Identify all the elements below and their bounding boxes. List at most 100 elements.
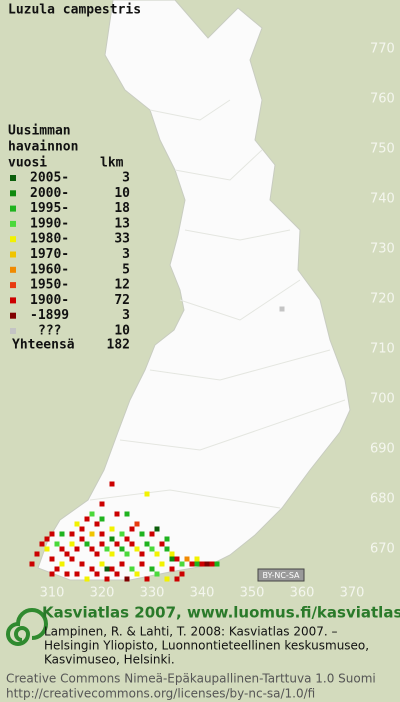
legend-label: -1899 [30,308,69,323]
record-square [134,521,140,527]
record-square [154,526,160,532]
legend-label: 1950- [30,278,69,293]
record-square [119,531,125,537]
north-tick-label: 700 [370,392,395,407]
record-square [59,531,65,537]
legend-count: 3 [122,171,130,186]
record-square [114,541,120,547]
record-square [194,561,200,567]
legend-swatch [10,312,16,319]
record-square [84,516,90,522]
record-square [179,571,185,577]
record-square [214,561,220,567]
record-square [109,526,115,532]
record-square [94,571,100,577]
footer-heading: Kasviatlas 2007, www.luomus.fi/kasviatla… [42,604,400,622]
record-square [144,541,150,547]
legend-label: ??? [38,324,61,339]
north-tick-label: 760 [370,92,395,107]
map-title: Luzula campestris [8,3,141,18]
record-square [39,541,45,547]
east-tick-label: 310 [40,586,65,601]
record-square [84,541,90,547]
record-square [99,501,105,507]
legend-count: 10 [114,324,130,339]
legend-swatch [10,236,16,243]
legend-swatch [10,297,16,304]
record-square [164,576,170,582]
license-badge [257,568,305,582]
east-tick-label: 330 [140,586,165,601]
record-square [99,561,105,567]
record-square [209,561,215,567]
logo [6,608,48,646]
record-square [204,561,210,567]
north-tick-label: 770 [370,42,395,57]
record-square [164,536,170,542]
north-tick-label: 710 [370,342,395,357]
record-square [69,541,75,547]
record-square [144,491,150,497]
legend-label: 2000- [30,186,69,201]
record-square [49,556,55,562]
record-square [74,571,80,577]
legend-header: Uusimman [8,124,71,139]
east-tick-label: 340 [190,586,215,601]
record-square [184,556,190,562]
record-square [69,531,75,537]
legend-total-label: Yhteensä [12,338,75,353]
legend-count: 5 [122,262,130,277]
record-square [109,566,115,572]
legend-label: 2005- [30,171,69,186]
record-square [174,556,180,562]
region-borders [89,99,346,509]
record-square [154,551,160,557]
record-square [179,561,185,567]
record-square [149,531,155,537]
record-square [134,571,140,577]
legend-header: havainnon [8,140,78,155]
legend-swatch [10,205,16,212]
record-square [89,531,95,537]
record-square [99,516,105,522]
record-square [109,536,115,542]
legend-label: 1995- [30,201,69,216]
legend-count: 12 [114,278,130,293]
record-square [169,566,175,572]
record-square [89,566,95,572]
legend-count: 13 [114,216,130,231]
legend-count: 18 [114,201,130,216]
legend-total: 182 [107,338,130,353]
record-square [124,551,130,557]
record-square [139,531,145,537]
east-tick-label: 360 [290,586,315,601]
legend-swatch [10,282,16,289]
record-square [169,551,175,557]
record-square [139,551,145,557]
record-square [104,546,110,552]
record-square [134,546,140,552]
record-square [99,541,105,547]
license-badge-text: BY-NC-SA [262,571,300,580]
record-square [74,521,80,527]
legend-swatch [10,251,16,258]
record-square [199,561,205,567]
record-square [124,536,130,542]
legend-header: vuosi [8,156,47,171]
legend-count-header: lkm [100,156,124,171]
record-square [169,556,175,562]
record-square [129,526,135,532]
record-square [94,521,100,527]
record-square [109,481,115,487]
legend-swatch [10,175,16,181]
record-square [74,546,80,552]
legend-count: 3 [122,247,130,262]
license: http://creativecommons.org/licenses/by-n… [6,687,315,701]
record-square [59,546,65,552]
legend-count: 10 [114,186,130,201]
citation: Kasvimuseo, Helsinki. [44,653,175,667]
north-tick-label: 730 [370,242,395,257]
record-square [64,551,70,557]
record-square [129,566,135,572]
